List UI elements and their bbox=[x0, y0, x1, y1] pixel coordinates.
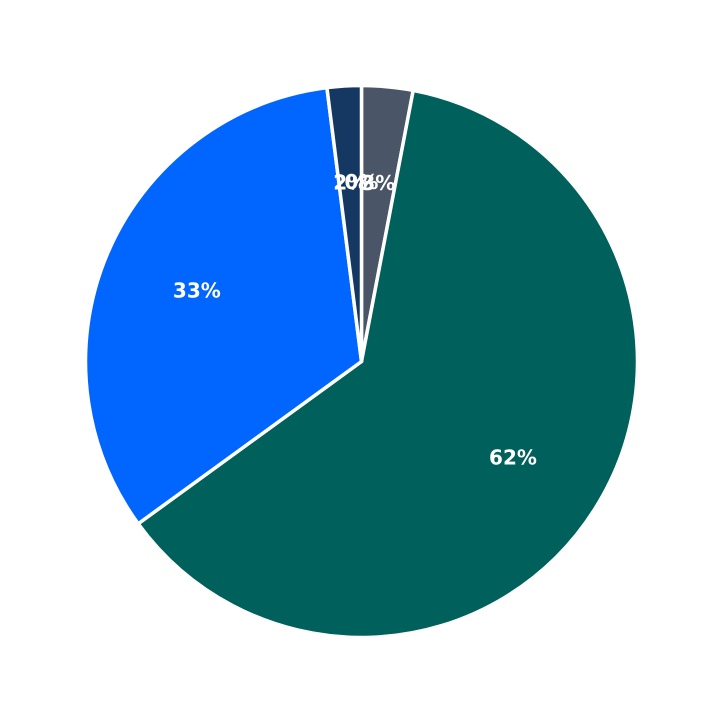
pie-slice-3 bbox=[325, 83, 364, 364]
pie-slice-1 bbox=[136, 88, 640, 640]
pie-slice-label-4: 0% bbox=[345, 170, 379, 194]
pie-slice-label-1: 62% bbox=[489, 446, 537, 470]
pie-slice-label-3: 2% bbox=[333, 170, 367, 194]
labels-layer: 3% 62% 33% 2%0% bbox=[173, 170, 537, 470]
pie-slice-2 bbox=[83, 85, 364, 526]
pie-slice-label-2: 33% bbox=[173, 278, 221, 302]
pie-slice-label-0: 3% bbox=[361, 171, 395, 195]
slices-layer bbox=[83, 83, 640, 640]
